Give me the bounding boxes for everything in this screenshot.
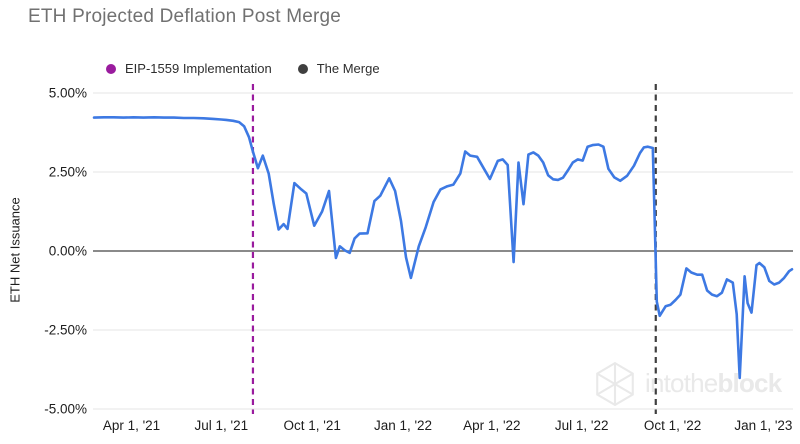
intotheblock-cube-icon <box>596 361 634 406</box>
x-tick-label: Oct 1, '21 <box>284 418 341 433</box>
net-issuance-line <box>92 116 794 380</box>
legend-dot-merge-icon <box>297 63 308 74</box>
legend-dot-eip1559-icon <box>106 63 116 74</box>
x-tick-label: Jan 1, '23 <box>734 418 792 433</box>
y-tick-label: 5.00% <box>49 86 87 101</box>
y-tick-label: 2.50% <box>49 165 87 180</box>
y-tick-label: 0.00% <box>49 244 87 259</box>
watermark-text-regular: intothe <box>645 368 718 398</box>
legend-label-merge: The Merge <box>316 61 380 76</box>
x-tick-label: Jul 1, '22 <box>555 418 609 433</box>
watermark-text-bold: block <box>717 368 782 398</box>
legend-item-eip1559: EIP-1559 Implementation <box>106 61 272 76</box>
watermark-text: intotheblock <box>645 368 782 398</box>
legend-label-eip1559: EIP-1559 Implementation <box>125 61 272 76</box>
x-tick-label: Apr 1, '22 <box>463 418 520 433</box>
x-tick-label: Jan 1, '22 <box>374 418 432 433</box>
legend-item-merge: The Merge <box>297 61 380 76</box>
x-tick-label: Oct 1, '22 <box>644 418 701 433</box>
watermark: intotheblock <box>592 360 782 406</box>
y-tick-label: -2.50% <box>44 323 87 338</box>
x-tick-label: Apr 1, '21 <box>103 418 160 433</box>
chart-legend: EIP-1559 Implementation The Merge <box>106 61 380 76</box>
x-tick-label: Jul 1, '21 <box>195 418 249 433</box>
chart-title: ETH Projected Deflation Post Merge <box>28 6 342 27</box>
y-tick-label: -5.00% <box>44 402 87 417</box>
